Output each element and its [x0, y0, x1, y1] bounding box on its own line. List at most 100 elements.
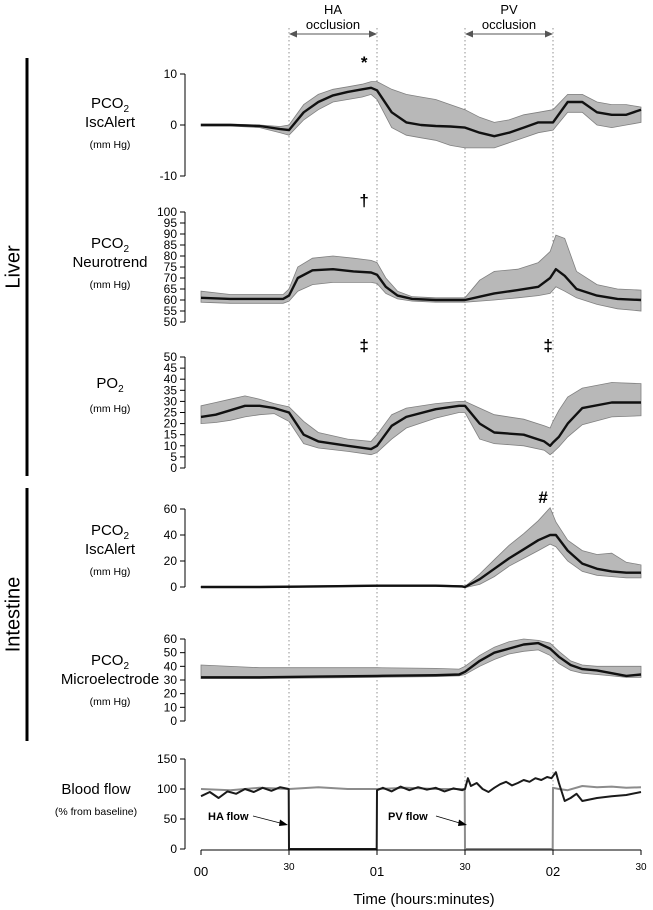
x-tick-label: 30 [283, 862, 295, 873]
panel-intestine-pco2-microelectrode-ytick-label: 60 [164, 632, 178, 646]
blood-flow-ha-pointer [252, 815, 285, 825]
panel-liver-pco2-iscalert-ytick-label: 10 [164, 67, 178, 81]
panel-intestine-pco2-iscalert-ytick-label: 0 [170, 580, 177, 594]
x-tick-label: 01 [370, 864, 384, 879]
x-tick-label: 02 [546, 864, 560, 879]
panel-intestine-pco2-iscalert-ytick-label: 60 [164, 502, 178, 516]
panel-intestine-pco2-microelectrode-ytick-label: 10 [164, 700, 178, 714]
time-axis: 00 30 01 30 02 30 Time (hours:minutes) [194, 849, 647, 908]
panel-liver-po2-significance-marker: ‡ [359, 336, 368, 355]
panel-intestine-pco2-microelectrode-ytick-label: 20 [164, 687, 178, 701]
panel-liver-po2-ytick-label: 15 [164, 428, 178, 442]
panel-intestine-pco2-iscalert-significance-marker: # [538, 488, 548, 507]
panel-liver-po2-ytick-label: 20 [164, 417, 178, 431]
panel-intestine-pco2-iscalert-ytick-label: 40 [164, 528, 178, 542]
panel-intestine-pco2-iscalert-range-band [200, 506, 642, 589]
occlusion-0-label-line1: HA [324, 2, 342, 17]
panel-intestine-pco2-microelectrode-title-line2: Microelectrode [61, 671, 159, 688]
panel-intestine-pco2-microelectrode-unit: (mm Hg) [90, 696, 131, 708]
section-intestine-label: Intestine [2, 577, 24, 653]
panel-intestine-pco2-iscalert-title-line2: IscAlert [85, 541, 136, 558]
occlusion-1-arrowhead-left [465, 30, 473, 38]
blood-flow-ha-label: HA flow [208, 811, 249, 823]
blood-flow-panel: 0 50 100 150 HA flow PV flow Blood flow (% from… [55, 752, 642, 856]
panel-liver-pco2-iscalert-ytick-label: 0 [170, 118, 177, 132]
panel-liver-pco2-iscalert-mean-line [201, 86, 642, 138]
blood-flow-pv-pointer-head [458, 819, 467, 826]
blood-flow-series-pv [200, 785, 642, 850]
panel-liver-po2-ytick-label: 0 [170, 461, 177, 475]
panel-liver-pco2-neurotrend-ytick-label: 75 [164, 260, 178, 274]
blood-flow-series-ha [200, 771, 642, 850]
panel-liver-po2-title: PO2 [96, 375, 124, 395]
blood-flow-pv-label: PV flow [388, 811, 428, 823]
panel-liver-pco2-iscalert-title: PCO2 [91, 95, 130, 115]
panel-liver-po2-range-band [200, 382, 642, 456]
panel-liver-pco2-neurotrend-mean-line [200, 268, 642, 302]
blood-flow-ytick-label: 0 [170, 842, 177, 856]
panel-intestine-pco2-iscalert-mean-line [201, 533, 641, 589]
panel-liver-po2-significance-marker-2: ‡ [543, 336, 552, 355]
panel-liver-po2-ytick-label: 45 [164, 361, 178, 375]
x-tick-label: 00 [194, 864, 208, 879]
panel-liver-pco2-neurotrend-ytick-label: 100 [157, 205, 177, 219]
panel-liver-po2-ytick-label: 25 [164, 406, 178, 420]
panel-liver-pco2-neurotrend-ytick-label: 55 [164, 304, 178, 318]
occlusion-1-arrowhead-right [545, 30, 553, 38]
occlusion-1-label-line1: PV [500, 2, 518, 17]
panel-intestine-pco2-iscalert-ytick-label: 20 [164, 554, 178, 568]
blood-flow-pv-pointer [435, 815, 464, 825]
section-labels: Liver Intestine [2, 58, 29, 741]
panel-intestine-pco2-microelectrode-ytick-label: 0 [170, 714, 177, 728]
panel-liver-pco2-iscalert-ytick-label: -10 [160, 169, 178, 183]
panel-liver-po2-ytick-label: 35 [164, 383, 178, 397]
panel-liver-pco2-neurotrend-ytick-label: 95 [164, 216, 178, 230]
panel-liver-pco2-neurotrend-ytick-label: 50 [164, 315, 178, 329]
blood-flow-ytick-label: 150 [157, 752, 177, 766]
panel-intestine-pco2-iscalert-unit: (mm Hg) [90, 566, 131, 578]
panel-intestine-pco2-microelectrode-ytick-label: 40 [164, 659, 178, 673]
blood-flow-ytick-label: 100 [157, 782, 177, 796]
section-liver-label: Liver [2, 245, 24, 289]
panel-liver-pco2-iscalert-title-line2: IscAlert [85, 114, 136, 131]
x-axis-title: Time (hours:minutes) [353, 891, 494, 908]
panel-intestine-pco2-microelectrode-mean-line [201, 641, 642, 679]
panel-liver-pco2-neurotrend-ytick-label: 60 [164, 293, 178, 307]
panel-intestine-pco2-microelectrode-ytick-label: 50 [164, 646, 178, 660]
panel-intestine-pco2-iscalert-title: PCO2 [91, 522, 130, 542]
x-tick-label: 30 [459, 862, 471, 873]
panel-liver-po2-ytick-label: 40 [164, 372, 178, 386]
panel-liver-pco2-neurotrend-title: PCO2 [91, 235, 130, 255]
panel-liver-po2-mean-line [200, 401, 641, 451]
panel-intestine-pco2-microelectrode-range-band [200, 638, 642, 679]
panel-liver-pco2-neurotrend-title-line2: Neurotrend [72, 254, 147, 271]
panel-liver-pco2-neurotrend-unit: (mm Hg) [90, 279, 131, 291]
panel-liver-pco2-neurotrend-ytick-label: 90 [164, 227, 178, 241]
panel-liver-pco2-neurotrend-significance-marker: † [359, 191, 368, 210]
x-tick-label: 30 [635, 862, 647, 873]
blood-flow-title: Blood flow [61, 781, 130, 798]
panel-liver-pco2-neurotrend-ytick-label: 70 [164, 271, 178, 285]
panel-liver-pco2-iscalert-significance-marker: * [361, 53, 368, 72]
occlusion-0-arrowhead-right [369, 30, 377, 38]
occlusion-0-arrowhead-left [289, 30, 297, 38]
panel-liver-pco2-neurotrend-range-band [200, 234, 642, 312]
panel-liver-po2-unit: (mm Hg) [90, 403, 131, 415]
panel-liver-pco2-neurotrend-ytick-label: 85 [164, 238, 178, 252]
blood-flow-unit: (% from baseline) [55, 806, 137, 818]
panel-liver-pco2-neurotrend-ytick-label: 65 [164, 282, 178, 296]
panel-intestine-pco2-microelectrode-ytick-label: 30 [164, 673, 178, 687]
panel-liver-pco2-iscalert-range-band [200, 81, 642, 149]
panel-liver-po2-ytick-label: 30 [164, 394, 178, 408]
blood-flow-ytick-label: 50 [164, 812, 178, 826]
panel-liver-po2-ytick-label: 50 [164, 350, 178, 364]
panel-liver-pco2-iscalert-unit: (mm Hg) [90, 139, 131, 151]
